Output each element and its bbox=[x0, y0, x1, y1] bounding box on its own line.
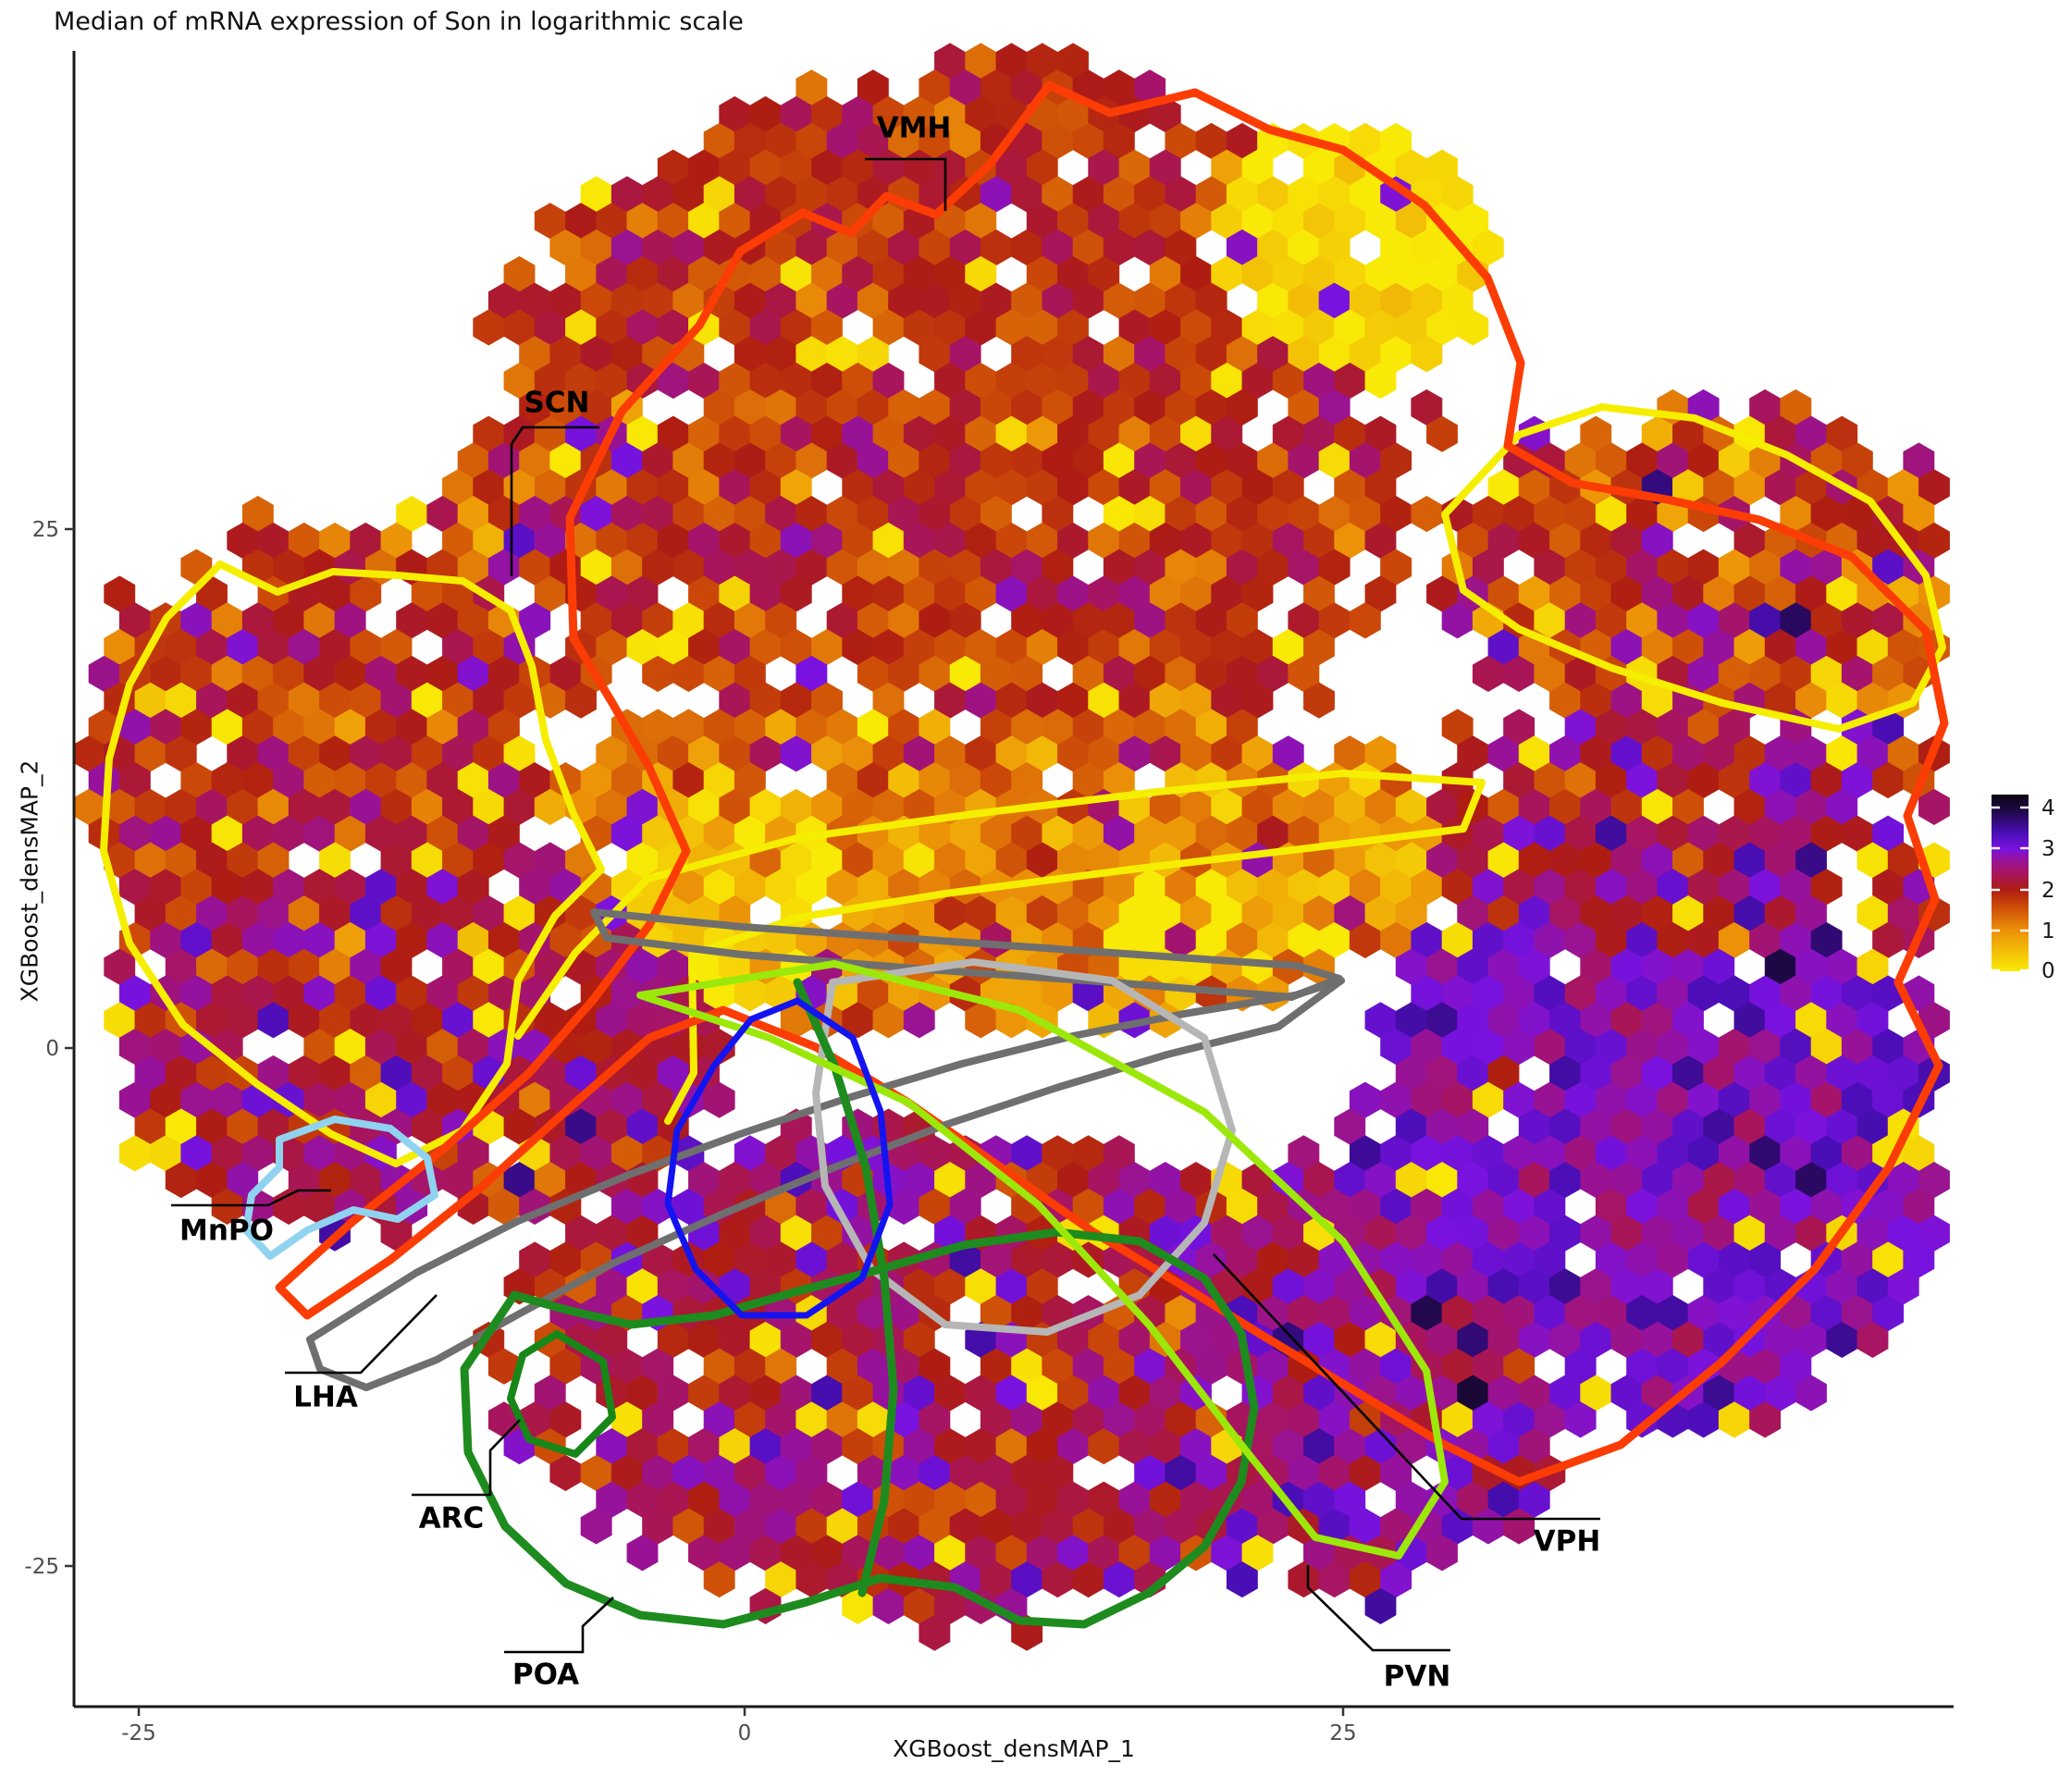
region-label-pvn: PVN bbox=[1384, 1660, 1451, 1694]
hex-cell bbox=[1457, 309, 1489, 346]
region-label-scn: SCN bbox=[524, 387, 589, 420]
hex-cell bbox=[1226, 1561, 1258, 1598]
x-axis-title: XGBoost_densMAP_1 bbox=[893, 1735, 1135, 1762]
region-outline-vph bbox=[812, 958, 1236, 1336]
hex-cell bbox=[1503, 1508, 1536, 1545]
hex-cell bbox=[1411, 336, 1443, 373]
hex-cell bbox=[703, 1081, 735, 1118]
region-leader-scn bbox=[510, 426, 599, 576]
hex-cell bbox=[1426, 1535, 1458, 1572]
hex-cell bbox=[1364, 363, 1397, 400]
y-axis-title: XGBoost_densMAP_2 bbox=[16, 759, 43, 1003]
region-label-arc: ARC bbox=[419, 1502, 485, 1536]
region-outline-pvn bbox=[636, 960, 1449, 1560]
region-outline-arc bbox=[507, 1330, 616, 1458]
region-leader-poa bbox=[504, 1597, 614, 1654]
region-label-mnpo: MnPO bbox=[179, 1215, 274, 1248]
x-tick-label: 0 bbox=[738, 1721, 752, 1745]
colorbar-gradient bbox=[1992, 795, 2029, 971]
region-outline-scn bbox=[1441, 403, 1946, 733]
region-outline-scn bbox=[514, 770, 1486, 1125]
colorbar-tick-label: 0 bbox=[2041, 959, 2055, 983]
region-leader-pvn bbox=[1306, 1565, 1450, 1652]
hex-cell bbox=[903, 1002, 935, 1039]
region-outline-poa bbox=[460, 1227, 1259, 1629]
hex-cell bbox=[1856, 1321, 1889, 1358]
region-label-vmh: VMH bbox=[877, 112, 952, 145]
hex-cell bbox=[1426, 415, 1458, 452]
region-leader-vmh bbox=[865, 157, 947, 211]
hex-cell bbox=[626, 1535, 659, 1572]
region-outline-mnpo bbox=[242, 1116, 438, 1260]
y-tick-label: -25 bbox=[24, 1555, 59, 1579]
region-labels: VMH SCN MnPO LHA VPH POA PVN ARC bbox=[171, 112, 1600, 1694]
hex-cell bbox=[1749, 1401, 1782, 1438]
chart-title: Median of mRNA expression of Son in loga… bbox=[54, 7, 744, 36]
x-tick-label: -25 bbox=[121, 1721, 156, 1745]
hex-cell bbox=[1795, 1375, 1827, 1412]
region-outline-scn bbox=[100, 561, 605, 1167]
colorbar-tick-label: 1 bbox=[2041, 919, 2055, 944]
colorbar: 4 3 2 1 0 bbox=[1992, 795, 2055, 983]
region-label-lha: LHA bbox=[293, 1381, 358, 1414]
hex-cell bbox=[1411, 496, 1443, 533]
y-tick-label: 25 bbox=[32, 518, 59, 542]
region-leader-lha bbox=[285, 1294, 438, 1375]
region-label-vph: VPH bbox=[1534, 1525, 1601, 1559]
hex-cell bbox=[1303, 682, 1335, 719]
hex-cell bbox=[703, 1561, 735, 1598]
hex-cell bbox=[1564, 1401, 1597, 1438]
region-outline-lha bbox=[590, 908, 1343, 1001]
hex-cell bbox=[565, 682, 597, 719]
axes: -25 0 25 25 0 -25 bbox=[24, 51, 1954, 1745]
colorbar-tick-label: 4 bbox=[2041, 796, 2055, 820]
colorbar-tick-label: 2 bbox=[2041, 879, 2055, 903]
region-outlines bbox=[100, 80, 1949, 1629]
hex-cell bbox=[580, 1508, 612, 1545]
region-leader-mnpo bbox=[171, 1189, 331, 1207]
hex-cell bbox=[1349, 602, 1381, 639]
region-outline-blue-nucleus bbox=[664, 997, 894, 1319]
region-outline-vmh bbox=[275, 80, 1949, 1486]
colorbar-tick-label: 3 bbox=[2041, 837, 2055, 861]
region-leader-arc bbox=[412, 1419, 521, 1497]
x-tick-label: 25 bbox=[1329, 1721, 1356, 1745]
hex-cell bbox=[919, 1614, 951, 1651]
hex-cell bbox=[1364, 1587, 1397, 1624]
region-label-poa: POA bbox=[512, 1659, 579, 1692]
region-leader-vph bbox=[1213, 1253, 1600, 1521]
y-tick-label: 0 bbox=[45, 1037, 59, 1061]
